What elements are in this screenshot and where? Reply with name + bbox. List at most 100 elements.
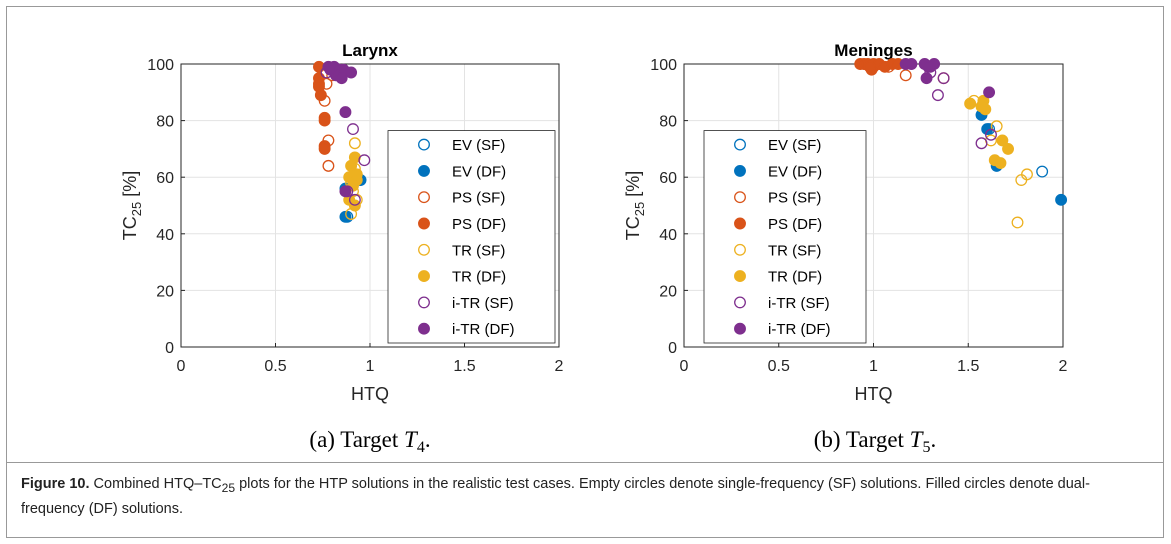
legend-marker: [734, 296, 746, 309]
marker: [905, 58, 918, 70]
legend-marker: [734, 191, 746, 204]
y-label-rest: [%]: [623, 171, 643, 202]
legend-label: i-TR (DF): [452, 321, 514, 338]
legend-label: PS (DF): [768, 216, 822, 233]
legend-marker: [418, 322, 430, 335]
caption-sub: 25: [221, 480, 236, 495]
marker: [339, 106, 352, 119]
marker: [339, 185, 352, 198]
subcaption-sub: 4: [417, 439, 425, 456]
legend-marker: [418, 138, 430, 151]
legend-marker: [734, 270, 746, 283]
legend-marker: [418, 296, 430, 309]
x-tick-label: 1.5: [957, 358, 979, 375]
legend-marker: [418, 243, 430, 256]
legend-label: EV (SF): [768, 137, 821, 154]
subcaption-text: (a) Target: [309, 427, 404, 452]
axes-box: [180, 63, 560, 348]
legend-marker: [418, 270, 430, 283]
legend-marker: [734, 164, 746, 177]
y-axis-label: TC25 [%]: [623, 171, 647, 240]
marker: [347, 123, 359, 136]
marker: [314, 89, 327, 102]
subcaption-sub: 5: [922, 439, 930, 456]
marker: [983, 86, 996, 99]
subcaption: (b) Target T5.: [814, 427, 936, 456]
chart-title: Larynx: [342, 41, 398, 60]
marker: [348, 193, 361, 206]
legend-label: TR (DF): [768, 269, 822, 286]
marker: [1036, 165, 1049, 178]
marker: [335, 72, 348, 85]
x-tick-label: 2: [555, 358, 564, 375]
x-tick-label: 0.5: [264, 358, 286, 375]
x-axis-label: HTQ: [855, 384, 893, 404]
x-tick-label: 0: [177, 358, 186, 375]
marker: [339, 210, 352, 223]
y-label-base: TC: [623, 216, 643, 240]
marker: [1021, 168, 1033, 181]
y-axis-label: TC25 [%]: [120, 171, 144, 240]
legend-marker: [734, 243, 746, 256]
y-tick-label: 60: [156, 170, 174, 187]
marker: [996, 134, 1009, 147]
subcaption-text: .: [425, 427, 431, 452]
marker: [324, 63, 337, 76]
marker: [348, 137, 361, 150]
y-tick-label: 40: [156, 227, 174, 244]
marker: [345, 159, 358, 172]
marker: [863, 60, 876, 73]
marker: [318, 142, 331, 155]
legend-label: TR (SF): [452, 242, 505, 259]
legend-marker: [418, 217, 430, 230]
legend-label: PS (SF): [768, 190, 821, 207]
subcaption-var: T: [910, 427, 925, 452]
marker: [358, 154, 371, 167]
y-label-sub: 25: [632, 202, 647, 216]
y-tick-label: 60: [659, 170, 677, 187]
marker: [937, 72, 950, 85]
subcaption: (a) Target T4.: [309, 427, 430, 456]
y-tick-label: 80: [659, 114, 677, 131]
marker: [994, 157, 1007, 170]
y-label-base: TC: [120, 216, 140, 240]
marker: [1002, 142, 1014, 155]
legend-marker: [734, 322, 746, 335]
marker: [318, 114, 331, 127]
legend-label: i-TR (SF): [452, 295, 514, 312]
caption-text: Combined HTQ–TC: [89, 476, 222, 492]
marker: [931, 89, 944, 102]
legend-box: [703, 130, 867, 344]
legend-label: i-TR (SF): [768, 295, 830, 312]
marker: [975, 100, 988, 113]
legend-label: EV (SF): [452, 137, 505, 154]
marker: [322, 159, 335, 172]
caption-label: Figure 10.: [21, 476, 90, 492]
subcaption-var: T: [404, 427, 419, 452]
caption: Figure 10. Combined HTQ–TC25 plots for t…: [21, 474, 1141, 520]
legend-label: i-TR (DF): [768, 321, 830, 338]
y-tick-label: 40: [659, 227, 677, 244]
marker: [920, 72, 933, 85]
y-label-rest: [%]: [120, 171, 140, 202]
x-tick-label: 0: [680, 358, 689, 375]
legend-label: TR (DF): [452, 269, 506, 286]
legend-box: [387, 130, 556, 344]
legend-label: EV (DF): [452, 163, 506, 180]
legend-marker: [418, 164, 430, 177]
subcaption-text: (b) Target: [814, 427, 910, 452]
x-tick-label: 2: [1059, 358, 1068, 375]
y-tick-label: 80: [156, 114, 174, 131]
legend-label: EV (DF): [768, 163, 822, 180]
y-tick-label: 20: [156, 283, 174, 300]
legend-label: TR (SF): [768, 242, 821, 259]
legend-label: PS (SF): [452, 190, 505, 207]
marker: [985, 128, 997, 141]
marker: [990, 120, 1003, 133]
subcaption-text: .: [930, 427, 936, 452]
marker: [964, 97, 977, 110]
x-tick-label: 0.5: [768, 358, 790, 375]
chart-title: Meninges: [834, 41, 912, 60]
y-tick-label: 20: [659, 283, 677, 300]
